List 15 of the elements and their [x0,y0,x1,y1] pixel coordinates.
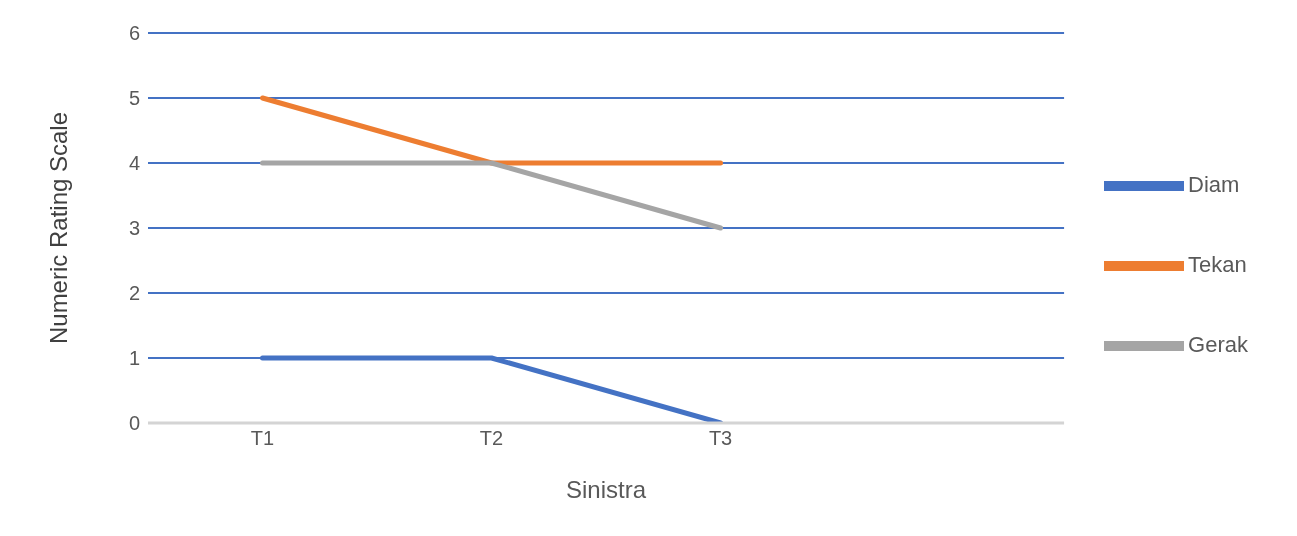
x-tick-label: T1 [250,427,275,450]
y-tick-label: 5 [128,87,140,110]
y-tick-label: 1 [128,347,140,370]
x-axis-title: Sinistra [566,476,647,503]
y-tick-label: 4 [128,152,140,175]
legend-label: Tekan [1188,251,1247,277]
y-tick-label: 0 [128,412,140,435]
legend-label: Gerak [1188,331,1248,357]
y-tick-label: 2 [128,282,140,305]
y-axis-title: Numeric Rating Scale [44,111,72,345]
y-tick-label: 6 [128,22,140,45]
legend-label: Diam [1188,171,1240,197]
x-tick-label: T2 [479,427,504,450]
y-tick-label: 3 [128,217,140,240]
x-tick-label: T3 [708,427,733,450]
